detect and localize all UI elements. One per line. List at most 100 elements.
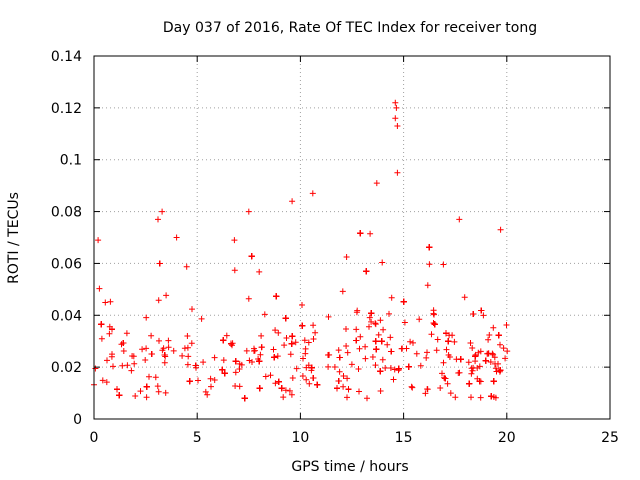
data-point [299,322,306,329]
data-point [504,348,511,355]
data-point [368,310,375,317]
data-point [387,334,394,341]
data-point [123,330,130,337]
data-point [379,356,386,363]
data-point [356,388,362,395]
data-point [440,359,447,366]
data-point [364,395,370,402]
data-point [302,345,309,352]
x-tick-label: 25 [601,430,619,446]
data-point [497,367,504,374]
data-point [155,297,162,304]
data-point [490,324,497,331]
data-point [278,385,285,392]
data-point [484,350,491,357]
data-point [495,332,502,339]
data-point [232,369,239,376]
data-point [353,309,360,316]
data-point [500,345,507,352]
data-point [356,345,363,352]
data-point [437,385,444,391]
data-point [444,380,451,387]
data-point [231,237,238,244]
data-point [258,344,265,351]
data-point [407,338,414,345]
data-point [256,385,263,392]
data-point [137,388,144,395]
data-point [314,381,321,388]
data-point [241,395,248,402]
data-point [286,387,293,394]
data-point [449,332,456,339]
data-point [310,336,317,342]
data-point [391,366,398,373]
data-point [486,332,493,338]
data-point [232,358,239,365]
data-point [387,365,394,371]
data-point [262,373,269,380]
data-point [185,353,192,360]
data-point [357,230,364,237]
data-point [289,198,296,205]
data-point [334,385,340,392]
data-point [160,345,167,352]
data-point [184,333,191,339]
data-point [405,363,412,370]
data-point [353,337,360,344]
data-point [441,374,448,381]
data-point [426,261,433,268]
data-point [228,340,234,347]
data-point [377,317,384,324]
x-tick-label: 5 [193,430,202,446]
data-point [445,352,452,358]
y-tick-label: 0.06 [51,256,82,272]
data-point [372,320,379,327]
data-point [170,347,177,354]
data-point [155,388,162,395]
y-tick-label: 0.14 [51,49,82,65]
data-point [392,115,399,122]
data-point [344,375,351,382]
data-point [468,394,474,401]
data-point [211,377,218,383]
data-point [299,302,305,308]
data-point [395,365,402,372]
data-point [482,357,489,364]
data-point [384,341,391,348]
data-point [162,389,169,396]
data-point [443,330,449,337]
data-point [282,387,289,394]
data-point [130,353,137,360]
data-point [355,366,362,372]
data-point [343,254,350,260]
data-point [238,361,245,368]
data-point [331,364,338,370]
data-point [289,375,296,381]
data-point [340,383,347,390]
data-point [476,378,483,385]
data-point [377,368,384,375]
data-point [366,323,372,330]
data-point [305,339,312,346]
data-point [305,362,312,369]
data-point [382,365,389,371]
data-point [465,359,472,366]
data-point [468,370,475,377]
data-point [375,331,382,338]
data-point [309,190,316,197]
data-point [379,259,386,266]
data-point [487,359,494,365]
data-point [96,285,103,292]
data-point [325,313,332,320]
data-point [251,348,257,354]
data-point [372,362,379,369]
data-point [163,292,170,299]
data-point [344,349,351,356]
data-point [469,345,476,351]
data-point [221,370,228,377]
data-point [470,311,477,317]
data-point [267,372,274,379]
data-point [139,346,146,353]
data-point [310,375,317,381]
data-point [335,347,342,354]
